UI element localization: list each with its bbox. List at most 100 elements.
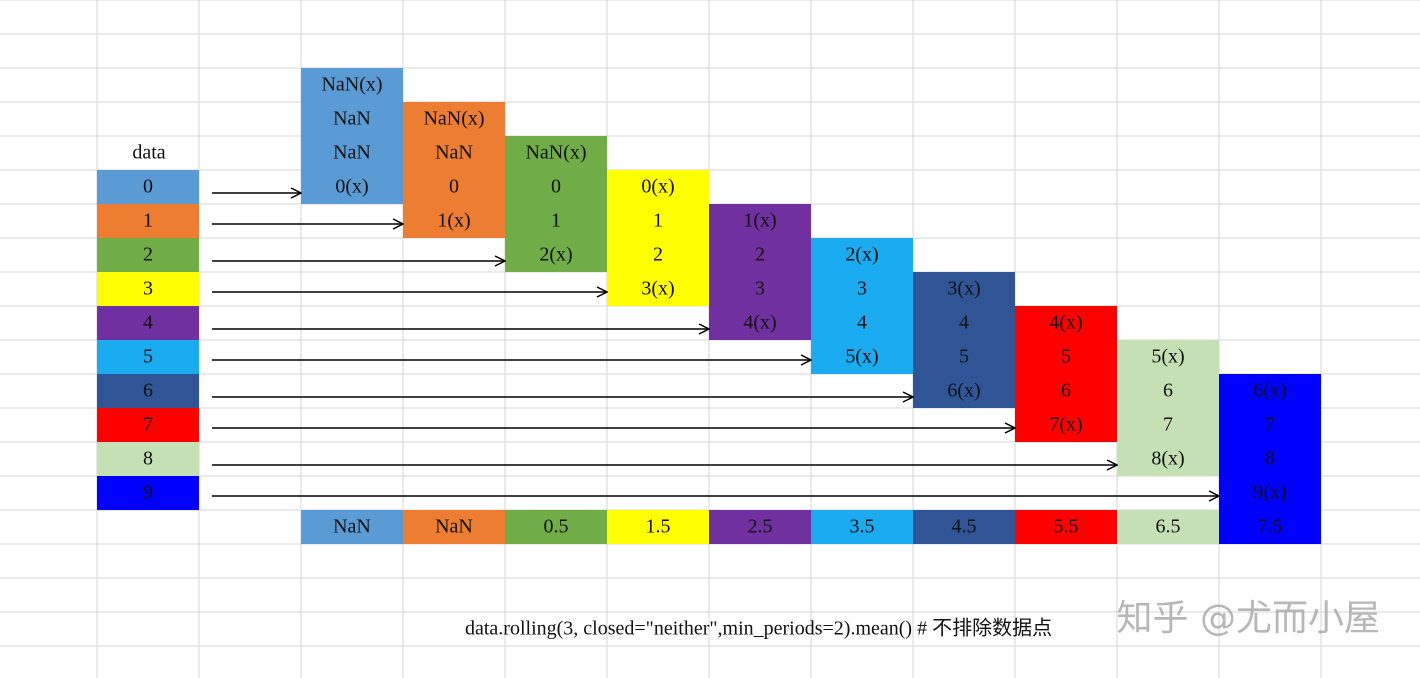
window-cell: 0 — [449, 176, 459, 198]
window-cell: 8(x) — [1151, 448, 1184, 470]
window-cell: 2(x) — [845, 244, 878, 266]
data-cell: 9 — [143, 482, 153, 504]
result-cell-bg — [913, 510, 1015, 544]
data-cell-bg — [97, 374, 199, 408]
window-cell: 3(x) — [947, 278, 980, 300]
window-cell-bg — [403, 102, 505, 136]
data-cell: 5 — [143, 346, 153, 368]
result-cell-bg — [1117, 510, 1219, 544]
window-cell: 3(x) — [641, 278, 674, 300]
window-cell: NaN(x) — [525, 142, 586, 164]
window-cell-bg — [301, 102, 403, 136]
window-cell-bg — [301, 68, 403, 102]
window-cell: 6 — [1163, 380, 1173, 402]
result-cell: 6.5 — [1156, 516, 1181, 538]
data-cell: 3 — [143, 278, 153, 300]
result-cell-bg — [1219, 510, 1321, 544]
watermark: 知乎 @尤而小屋 — [1117, 598, 1380, 639]
result-cell-bg — [607, 510, 709, 544]
window-cell: 7 — [1265, 414, 1275, 436]
window-cell: 2(x) — [539, 244, 572, 266]
window-cell-bg — [607, 238, 709, 272]
window-cell-bg — [505, 170, 607, 204]
window-cell: 5(x) — [845, 346, 878, 368]
data-cell: 2 — [143, 244, 153, 266]
window-cell: 1(x) — [743, 210, 776, 232]
window-cell-bg — [811, 272, 913, 306]
result-cell-bg — [811, 510, 913, 544]
window-cell-bg — [1117, 340, 1219, 374]
result-cell-bg — [301, 510, 403, 544]
data-cell-bg — [97, 442, 199, 476]
window-cell: 5(x) — [1151, 346, 1184, 368]
window-cell: 6 — [1061, 380, 1071, 402]
caption: data.rolling(3, closed="neither",min_per… — [465, 617, 1052, 640]
window-cell-bg — [505, 136, 607, 170]
result-cell: 4.5 — [952, 516, 977, 538]
data-cell-bg — [97, 170, 199, 204]
window-cell-bg — [1117, 442, 1219, 476]
window-cell-bg — [1219, 408, 1321, 442]
window-cell-bg — [811, 238, 913, 272]
window-cell-bg — [1015, 306, 1117, 340]
window-cell-bg — [403, 170, 505, 204]
data-cell-bg — [97, 272, 199, 306]
window-cell-bg — [811, 340, 913, 374]
window-cell-bg — [505, 238, 607, 272]
window-cell: NaN(x) — [423, 108, 484, 130]
window-cell: NaN — [333, 108, 371, 130]
window-cell: 4(x) — [1049, 312, 1082, 334]
result-cell-bg — [505, 510, 607, 544]
window-cell-bg — [913, 306, 1015, 340]
window-cell: 1(x) — [437, 210, 470, 232]
window-cell: 3 — [755, 278, 765, 300]
data-cell-bg — [97, 476, 199, 510]
result-cell: 1.5 — [646, 516, 671, 538]
data-cell-bg — [97, 204, 199, 238]
window-cell: 2 — [653, 244, 663, 266]
window-cell: 3 — [857, 278, 867, 300]
window-cell-bg — [1219, 476, 1321, 510]
data-cell: 7 — [143, 414, 153, 436]
window-cell: 9(x) — [1253, 482, 1286, 504]
window-cell: 1 — [653, 210, 663, 232]
window-cell: 2 — [755, 244, 765, 266]
window-cell: 0(x) — [641, 176, 674, 198]
window-cell-bg — [1015, 340, 1117, 374]
data-cell: 6 — [143, 380, 153, 402]
data-cell-bg — [97, 340, 199, 374]
result-cell: 5.5 — [1054, 516, 1079, 538]
window-cell: 1 — [551, 210, 561, 232]
window-cell-bg — [301, 170, 403, 204]
window-cell-bg — [709, 238, 811, 272]
window-cell-bg — [1015, 374, 1117, 408]
window-cell: 4 — [959, 312, 969, 334]
data-cell: 1 — [143, 210, 153, 232]
window-cell-bg — [607, 170, 709, 204]
data-cell-bg — [97, 306, 199, 340]
result-cell: 3.5 — [850, 516, 875, 538]
window-cell-bg — [301, 136, 403, 170]
window-cell: NaN(x) — [321, 74, 382, 96]
window-cell: 0(x) — [335, 176, 368, 198]
result-cell-bg — [1015, 510, 1117, 544]
window-cell: 8 — [1265, 448, 1275, 470]
cells: 0 1 2 3 4 5 6 7 8 9 NaN(x) NaN NaN 0(x) NaN(x) NaN 0 1(x)… — [97, 68, 1321, 544]
window-cell: 0 — [551, 176, 561, 198]
result-cell-bg — [403, 510, 505, 544]
window-cell-bg — [1219, 442, 1321, 476]
window-cell: NaN — [435, 142, 473, 164]
window-cell: 7(x) — [1049, 414, 1082, 436]
result-cell: 0.5 — [544, 516, 569, 538]
window-cell-bg — [1117, 408, 1219, 442]
window-cell: 4 — [857, 312, 867, 334]
window-cell-bg — [913, 374, 1015, 408]
window-cell-bg — [1219, 374, 1321, 408]
window-cell-bg — [1117, 374, 1219, 408]
window-cell: 6(x) — [947, 380, 980, 402]
result-cell-bg — [709, 510, 811, 544]
data-label: data — [132, 142, 165, 164]
result-cell: NaN — [333, 516, 371, 538]
data-cell: 8 — [143, 448, 153, 470]
